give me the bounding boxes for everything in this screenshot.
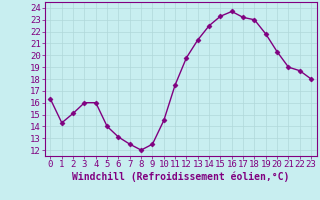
X-axis label: Windchill (Refroidissement éolien,°C): Windchill (Refroidissement éolien,°C) bbox=[72, 172, 290, 182]
